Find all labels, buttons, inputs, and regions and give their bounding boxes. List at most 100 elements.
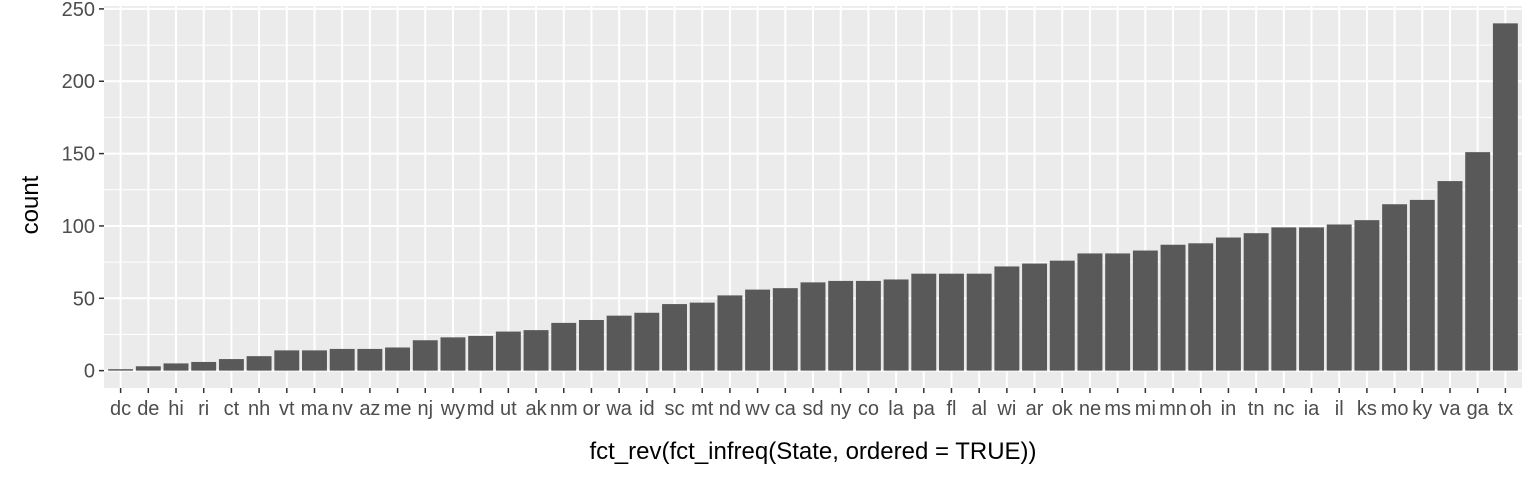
x-tick-label: de xyxy=(137,398,159,420)
bar-vt xyxy=(274,350,300,371)
bar-fl xyxy=(939,273,964,371)
bar-ia xyxy=(1299,227,1324,371)
bar-co xyxy=(855,280,881,371)
y-axis: 0 50 100 150 200 250 xyxy=(62,0,104,383)
bar-mn xyxy=(1160,244,1186,371)
x-tick-label: oh xyxy=(1190,398,1212,420)
bar-mt xyxy=(689,302,715,371)
x-tick-label: wy xyxy=(440,398,465,420)
bar-nc xyxy=(1271,227,1297,371)
x-tick-label: ne xyxy=(1079,398,1101,420)
bar-il xyxy=(1326,224,1352,371)
bar-id xyxy=(634,312,660,371)
x-tick-label: co xyxy=(858,398,879,420)
bar-mi xyxy=(1132,250,1158,371)
bar-tx xyxy=(1492,23,1518,371)
x-tick-label: ca xyxy=(775,398,797,420)
x-tick-label: az xyxy=(359,398,380,420)
bar-va xyxy=(1437,181,1463,371)
x-tick-label: nh xyxy=(248,398,270,420)
bar-wv xyxy=(745,289,771,371)
x-tick-label: nm xyxy=(550,398,578,420)
x-tick-label: ks xyxy=(1357,398,1377,420)
bar-oh xyxy=(1188,243,1214,371)
bar-ks xyxy=(1354,220,1380,371)
x-tick-label: vt xyxy=(279,398,295,420)
x-tick-label: la xyxy=(888,398,904,420)
bar-dc xyxy=(108,369,134,371)
bar-ga xyxy=(1465,152,1491,371)
bar-md xyxy=(468,335,494,371)
y-tick-label: 150 xyxy=(62,144,95,166)
x-tick-label: mi xyxy=(1135,398,1156,420)
x-tick-label: wv xyxy=(744,398,769,420)
x-tick-label: al xyxy=(971,398,987,420)
x-axis-title: fct_rev(fct_infreq(State, ordered = TRUE… xyxy=(589,438,1036,465)
bar-ut xyxy=(495,331,521,371)
bar-ri xyxy=(191,361,217,371)
bar-wi xyxy=(994,266,1020,371)
x-tick-label: me xyxy=(384,398,412,420)
bar-sc xyxy=(662,304,687,371)
bar-nv xyxy=(329,348,355,371)
x-tick-label: in xyxy=(1221,398,1237,420)
bar-sd xyxy=(800,282,826,371)
x-tick-label: mn xyxy=(1159,398,1187,420)
bar-de xyxy=(135,366,161,371)
x-tick-label: hi xyxy=(168,398,184,420)
x-tick-label: nv xyxy=(332,398,353,420)
x-tick-label: ky xyxy=(1412,398,1432,420)
bar-la xyxy=(883,279,909,371)
y-tick-label: 100 xyxy=(62,216,95,238)
bar-or xyxy=(578,319,604,371)
x-tick-label: ga xyxy=(1467,398,1490,420)
x-tick-label: ny xyxy=(830,398,851,420)
bar-ak xyxy=(523,330,549,371)
x-tick-label: pa xyxy=(913,398,936,420)
x-tick-label: ar xyxy=(1026,398,1044,420)
bar-ne xyxy=(1077,253,1103,371)
x-tick-label: nd xyxy=(719,398,741,420)
bar-ok xyxy=(1049,260,1075,371)
bar-hi xyxy=(163,363,189,371)
bar-ky xyxy=(1409,199,1435,371)
x-tick-label: ri xyxy=(198,398,209,420)
x-tick-label: sd xyxy=(802,398,823,420)
x-tick-label: wa xyxy=(605,398,632,420)
x-tick-label: sc xyxy=(665,398,685,420)
x-axis: dc de hi ri ct nh vt ma nv az me nj wy md ut ak nm or wa id… xyxy=(110,388,1513,420)
x-tick-label: mt xyxy=(691,398,714,420)
bar-ma xyxy=(302,350,327,371)
x-tick-label: il xyxy=(1335,398,1344,420)
x-tick-label: ok xyxy=(1052,398,1074,420)
bar-nd xyxy=(717,295,743,371)
x-tick-label: ct xyxy=(224,398,240,420)
bar-wa xyxy=(606,315,632,371)
x-tick-label: tx xyxy=(1498,398,1514,420)
x-tick-label: dc xyxy=(110,398,131,420)
y-tick-label: 200 xyxy=(62,71,95,93)
bar-wy xyxy=(440,337,466,371)
bar-ny xyxy=(828,280,854,371)
bar-nm xyxy=(551,322,577,371)
x-tick-label: wi xyxy=(996,398,1016,420)
bar-al xyxy=(966,273,992,371)
x-tick-label: mo xyxy=(1381,398,1409,420)
y-tick-label: 250 xyxy=(62,0,95,21)
bar-ca xyxy=(772,288,798,371)
bar-ct xyxy=(218,359,244,371)
x-tick-label: tn xyxy=(1248,398,1265,420)
x-tick-label: ms xyxy=(1104,398,1131,420)
x-tick-label: md xyxy=(467,398,495,420)
x-tick-label: ak xyxy=(525,398,547,420)
bar-tn xyxy=(1243,233,1269,371)
x-tick-label: id xyxy=(639,398,655,420)
x-tick-label: va xyxy=(1439,398,1461,420)
bar-mo xyxy=(1382,204,1408,371)
bar-ms xyxy=(1105,253,1131,371)
y-axis-title: count xyxy=(17,175,44,234)
x-tick-label: ia xyxy=(1304,398,1320,420)
x-tick-label: nj xyxy=(417,398,433,420)
x-tick-label: nc xyxy=(1273,398,1294,420)
